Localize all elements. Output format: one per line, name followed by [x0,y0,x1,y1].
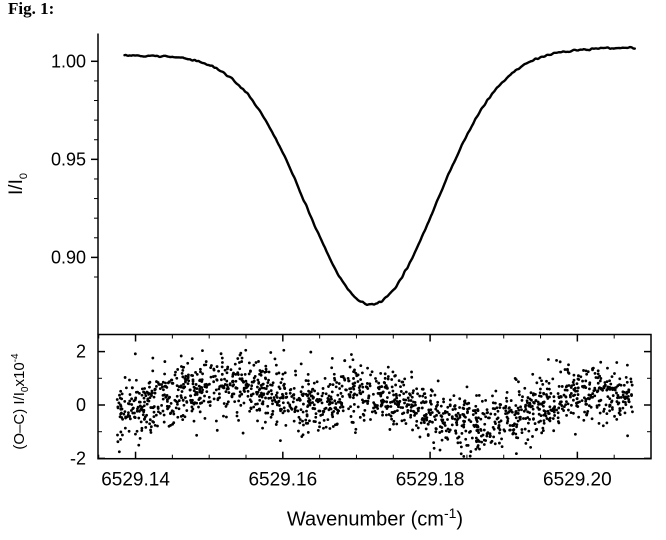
svg-text:0.90: 0.90 [51,247,86,267]
svg-text:-2: -2 [70,448,86,468]
svg-text:6529.18: 6529.18 [396,470,465,491]
svg-text:0.95: 0.95 [51,149,86,169]
svg-text:6529.20: 6529.20 [543,470,612,491]
svg-text:1.00: 1.00 [51,51,86,71]
svg-text:6529.16: 6529.16 [248,470,317,491]
svg-text:2: 2 [76,342,86,362]
svg-text:6529.14: 6529.14 [101,470,170,491]
svg-text:0: 0 [76,395,86,415]
